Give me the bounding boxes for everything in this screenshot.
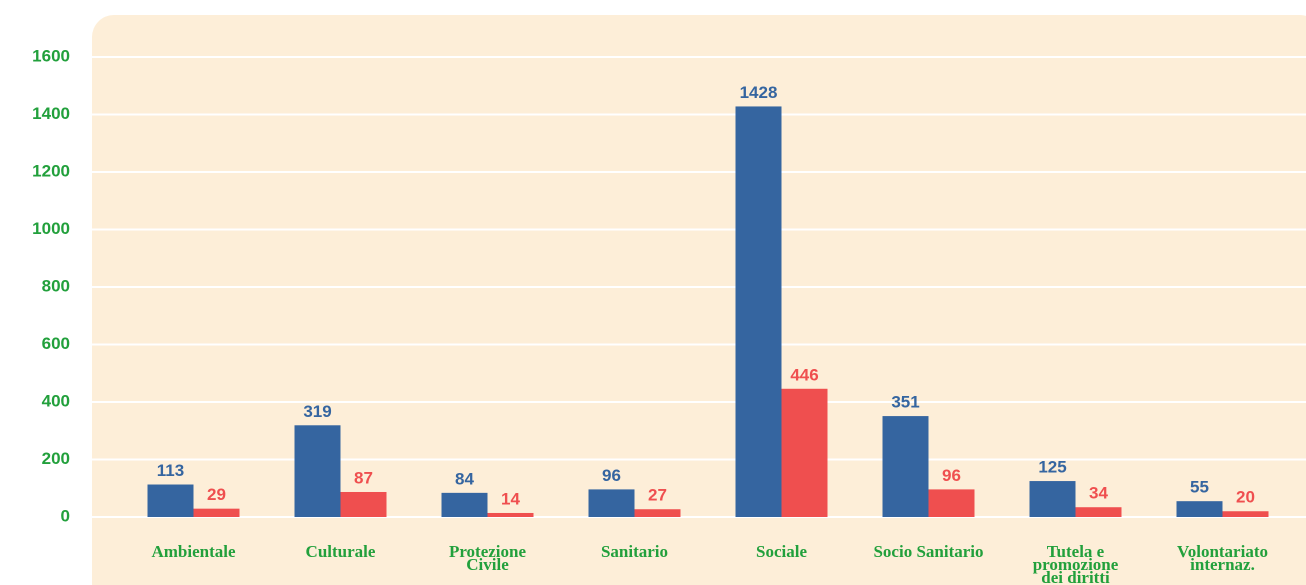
x-tick-label: Sanitario xyxy=(600,542,669,561)
bar xyxy=(1176,501,1223,517)
value-label: 34 xyxy=(1089,484,1108,503)
y-tick-label: 0 xyxy=(61,506,70,525)
y-tick-label: 1000 xyxy=(32,219,70,238)
bar xyxy=(1029,481,1076,517)
value-label: 84 xyxy=(455,469,474,488)
bar xyxy=(735,106,782,517)
bar xyxy=(588,489,635,517)
value-label: 113 xyxy=(157,461,184,480)
value-label: 446 xyxy=(790,365,818,384)
x-tick-label: Sociale xyxy=(756,542,807,561)
value-label: 55 xyxy=(1190,478,1209,497)
bar xyxy=(193,508,240,517)
x-tick-label: Protezione Civile xyxy=(448,542,527,574)
bar xyxy=(781,388,828,517)
bar xyxy=(928,489,975,517)
value-label: 29 xyxy=(207,485,226,504)
value-label: 27 xyxy=(648,486,667,505)
value-label: 125 xyxy=(1038,458,1066,477)
value-label: 14 xyxy=(501,489,520,508)
y-tick-label: 800 xyxy=(42,276,70,295)
y-tick-label: 1200 xyxy=(32,161,70,180)
value-label: 1428 xyxy=(740,83,778,102)
y-tick-label: 200 xyxy=(42,449,70,468)
bar xyxy=(1222,511,1269,517)
value-label: 96 xyxy=(602,466,621,485)
x-tick-label: Culturale xyxy=(305,542,376,561)
y-tick-label: 1600 xyxy=(32,46,70,65)
bar xyxy=(441,492,488,517)
bar xyxy=(340,491,387,517)
y-tick-label: 1400 xyxy=(32,104,70,123)
x-tick-label: Socio Sanitario xyxy=(873,542,984,561)
bar xyxy=(147,484,194,517)
value-label: 87 xyxy=(354,468,373,487)
value-label: 319 xyxy=(303,402,331,421)
value-label: 20 xyxy=(1236,488,1255,507)
bar xyxy=(882,416,929,517)
x-tick-label: Tutela e promozione dei diritti xyxy=(1032,542,1119,585)
x-tick-label: Volontariato internaz. xyxy=(1177,542,1268,574)
x-tick-label: Ambientale xyxy=(151,542,236,561)
value-label: 351 xyxy=(891,393,919,412)
y-tick-label: 400 xyxy=(42,391,70,410)
value-label: 96 xyxy=(942,466,961,485)
y-tick-label: 600 xyxy=(42,334,70,353)
bar xyxy=(634,509,681,517)
bar xyxy=(487,512,534,517)
plot-background xyxy=(92,15,1306,585)
bar xyxy=(1075,507,1122,517)
bar xyxy=(294,425,341,517)
